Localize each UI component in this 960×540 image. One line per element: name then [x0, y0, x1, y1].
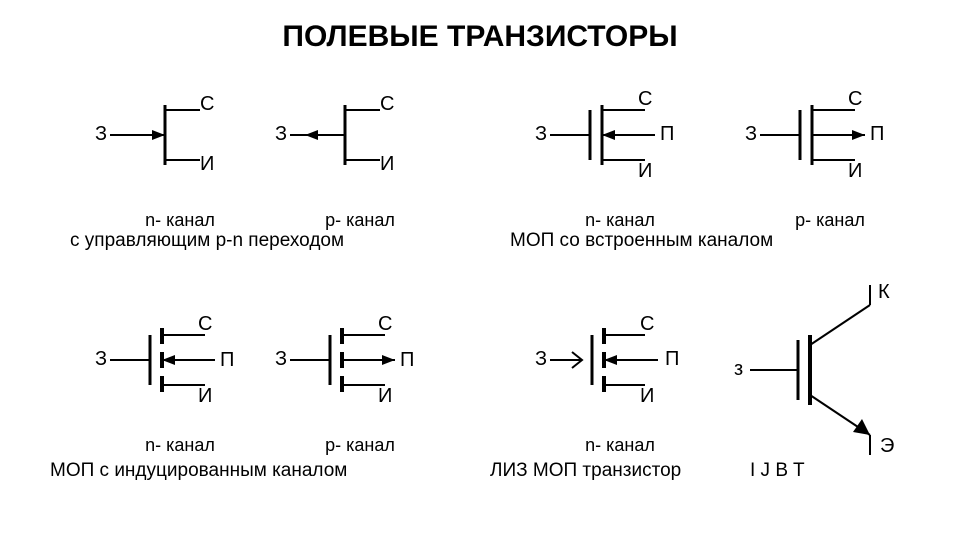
- igbt-gate-label: з: [734, 358, 743, 380]
- drain-label: С: [848, 88, 862, 110]
- source-label: И: [380, 153, 394, 175]
- group-mosenh-label: МОП с индуцированным каналом: [50, 460, 450, 482]
- mos-dep-n-symbol: С З П И: [510, 85, 730, 205]
- channel-label: p- канал: [250, 210, 470, 231]
- source-label: И: [638, 160, 652, 182]
- jfet-p-symbol: С З И: [250, 85, 470, 205]
- drain-label: С: [200, 93, 214, 115]
- body-label: П: [660, 123, 674, 145]
- gate-label: З: [95, 348, 107, 370]
- igbt-cell: К з Э: [720, 280, 940, 480]
- channel-label: p- канал: [250, 435, 470, 456]
- igbt-symbol: К з Э: [720, 280, 940, 470]
- emitter-label: Э: [880, 435, 894, 457]
- mos-dep-p-symbol: С З П И: [720, 85, 940, 205]
- page-title: ПОЛЕВЫЕ ТРАНЗИСТОРЫ: [0, 20, 960, 54]
- gate-label: З: [535, 348, 547, 370]
- gate-label: З: [275, 348, 287, 370]
- body-label: П: [870, 123, 884, 145]
- source-label: И: [848, 160, 862, 182]
- channel-label: p- канал: [720, 210, 940, 231]
- drain-label: С: [380, 93, 394, 115]
- collector-label: К: [878, 281, 890, 303]
- gate-label: З: [535, 123, 547, 145]
- group-lizmos-label: ЛИЗ МОП транзистор: [490, 460, 720, 482]
- group-jfet-label: с управляющим p-n переходом: [70, 230, 470, 252]
- source-label: И: [378, 385, 392, 407]
- body-label: П: [400, 349, 414, 371]
- mos-enh-p-cell: С З П И p- канал: [250, 310, 470, 480]
- body-label: П: [665, 348, 679, 370]
- source-label: И: [200, 153, 214, 175]
- body-label: П: [220, 349, 234, 371]
- mos-enh-p-symbol: С З П И: [250, 310, 470, 430]
- group-mosdep-label: МОП со встроенным каналом: [510, 230, 910, 252]
- channel-label: n- канал: [510, 210, 730, 231]
- drain-label: С: [640, 313, 654, 335]
- drain-label: С: [198, 313, 212, 335]
- drain-label: С: [378, 313, 392, 335]
- liz-mos-symbol: С З П И: [510, 310, 730, 430]
- source-label: И: [640, 385, 654, 407]
- source-label: И: [198, 385, 212, 407]
- gate-label: З: [275, 123, 287, 145]
- gate-label: З: [745, 123, 757, 145]
- channel-label: n- канал: [510, 435, 730, 456]
- liz-mos-cell: С З П И n- канал: [510, 310, 730, 480]
- group-igbt-label: I J B T: [750, 460, 900, 482]
- gate-label: З: [95, 123, 107, 145]
- drain-label: С: [638, 88, 652, 110]
